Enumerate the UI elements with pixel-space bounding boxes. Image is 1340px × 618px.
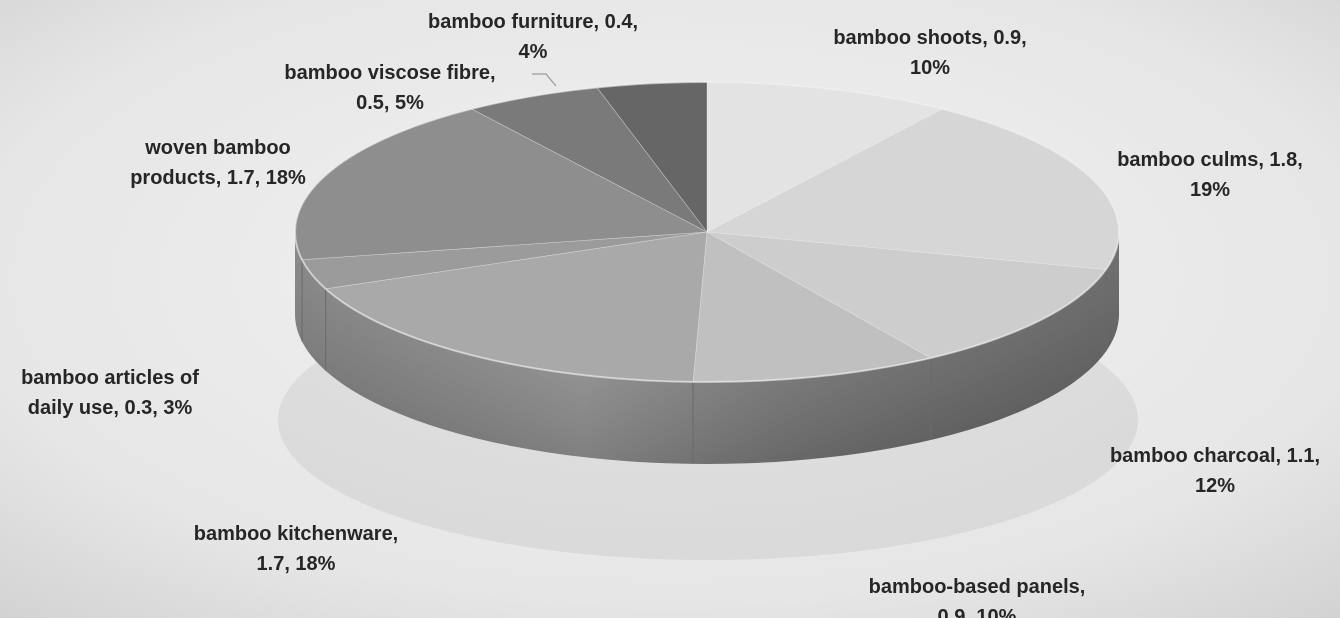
data-label-line: bamboo-based panels, bbox=[869, 576, 1086, 598]
data-label-line: 19% bbox=[1190, 179, 1230, 201]
data-label-bamboo-shoots: bamboo shoots, 0.9, 10% bbox=[833, 27, 1026, 79]
data-label-line: bamboo furniture, 0.4, bbox=[428, 11, 638, 33]
data-label-line: products, 1.7, 18% bbox=[130, 167, 306, 189]
data-label-line: bamboo articles of bbox=[21, 367, 199, 389]
data-label-bamboo-culms: bamboo culms, 1.8, 19% bbox=[1117, 149, 1303, 201]
pie-side-shading bbox=[295, 232, 1119, 464]
data-label-bamboo-based-panels: bamboo-based panels, 0.9, 10% bbox=[869, 576, 1086, 618]
data-label-line: bamboo shoots, 0.9, bbox=[833, 27, 1026, 49]
data-label-bamboo-articles-of-daily-use: bamboo articles of daily use, 0.3, 3% bbox=[21, 367, 199, 419]
data-labels: bamboo shoots, 0.9, 10% bamboo culms, 1.8,… bbox=[21, 11, 1320, 618]
data-label-bamboo-kitchenware: bamboo kitchenware, 1.7, 18% bbox=[194, 523, 399, 575]
data-label-line: daily use, 0.3, 3% bbox=[28, 397, 193, 419]
data-label-bamboo-charcoal: bamboo charcoal, 1.1, 12% bbox=[1110, 445, 1320, 497]
data-label-line: bamboo viscose fibre, bbox=[284, 62, 495, 84]
data-label-line: bamboo culms, 1.8, bbox=[1117, 149, 1303, 171]
data-label-line: 12% bbox=[1195, 475, 1235, 497]
data-label-line: 10% bbox=[910, 57, 950, 79]
data-label-bamboo-furniture: bamboo furniture, 0.4, 4% bbox=[428, 11, 638, 63]
leader-line bbox=[532, 73, 557, 87]
pie-side-layer bbox=[295, 232, 1119, 464]
data-label-line: 4% bbox=[519, 41, 548, 63]
data-label-line: 0.9, 10% bbox=[938, 606, 1017, 618]
data-label-line: bamboo charcoal, 1.1, bbox=[1110, 445, 1320, 467]
pie-rim bbox=[294, 81, 1120, 383]
data-label-woven-bamboo-products: woven bamboo products, 1.7, 18% bbox=[130, 137, 306, 189]
data-label-bamboo-viscose-fibre: bamboo viscose fibre, 0.5, 5% bbox=[284, 62, 495, 114]
pie-top-layer bbox=[294, 81, 1120, 383]
data-label-line: 1.7, 18% bbox=[257, 553, 336, 575]
data-label-line: woven bamboo bbox=[144, 137, 291, 159]
data-label-line: bamboo kitchenware, bbox=[194, 523, 399, 545]
data-label-line: 0.5, 5% bbox=[356, 92, 424, 114]
